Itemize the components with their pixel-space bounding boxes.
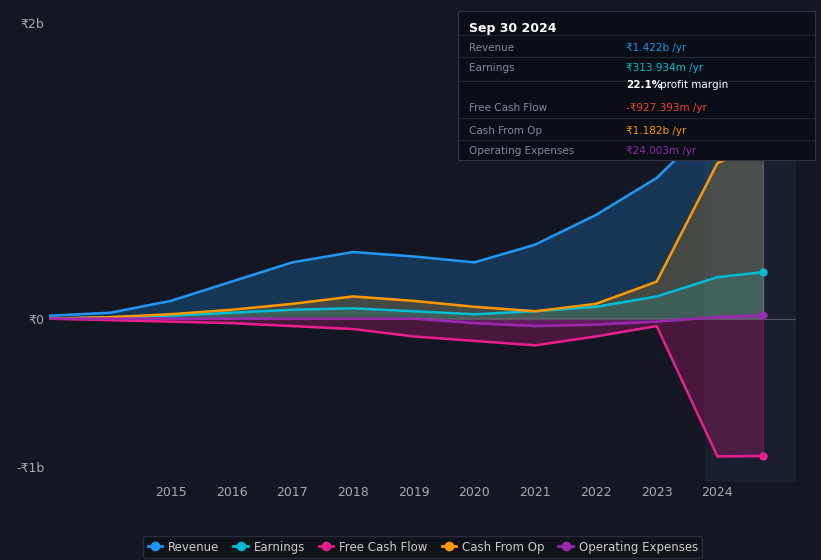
Text: ₹24.003m /yr: ₹24.003m /yr — [626, 146, 696, 156]
Text: -₹927.393m /yr: -₹927.393m /yr — [626, 104, 707, 114]
Text: Revenue: Revenue — [469, 43, 514, 53]
Text: Cash From Op: Cash From Op — [469, 125, 542, 136]
Legend: Revenue, Earnings, Free Cash Flow, Cash From Op, Operating Expenses: Revenue, Earnings, Free Cash Flow, Cash … — [143, 536, 703, 558]
Text: ₹1.422b /yr: ₹1.422b /yr — [626, 43, 686, 53]
Text: profit margin: profit margin — [660, 80, 728, 90]
Text: Free Cash Flow: Free Cash Flow — [469, 104, 547, 114]
Text: Earnings: Earnings — [469, 63, 514, 73]
Text: Operating Expenses: Operating Expenses — [469, 146, 574, 156]
Text: Sep 30 2024: Sep 30 2024 — [469, 22, 557, 35]
Text: ₹1.182b /yr: ₹1.182b /yr — [626, 125, 686, 136]
Bar — [705, 22, 796, 482]
Text: 22.1%: 22.1% — [626, 80, 663, 90]
Text: ₹313.934m /yr: ₹313.934m /yr — [626, 63, 703, 73]
